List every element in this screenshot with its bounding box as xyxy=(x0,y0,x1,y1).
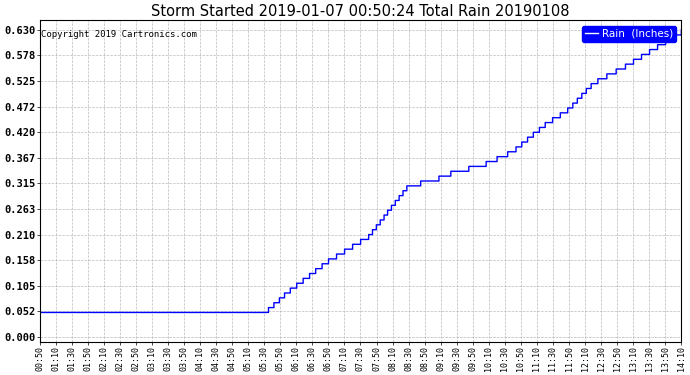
Legend: Rain  (Inches): Rain (Inches) xyxy=(582,26,676,42)
Title: Storm Started 2019-01-07 00:50:24 Total Rain 20190108: Storm Started 2019-01-07 00:50:24 Total … xyxy=(151,4,570,19)
Text: Copyright 2019 Cartronics.com: Copyright 2019 Cartronics.com xyxy=(41,30,197,39)
